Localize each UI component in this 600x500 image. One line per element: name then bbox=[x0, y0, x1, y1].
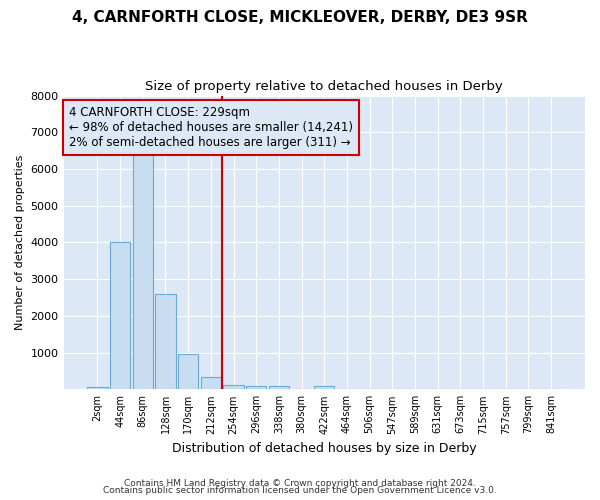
Bar bbox=[223, 385, 244, 390]
Text: Contains HM Land Registry data © Crown copyright and database right 2024.: Contains HM Land Registry data © Crown c… bbox=[124, 478, 476, 488]
Bar bbox=[200, 377, 221, 390]
Bar bbox=[87, 386, 107, 390]
Bar bbox=[133, 147, 153, 390]
Bar bbox=[314, 386, 334, 390]
Bar bbox=[155, 294, 176, 390]
Text: 4, CARNFORTH CLOSE, MICKLEOVER, DERBY, DE3 9SR: 4, CARNFORTH CLOSE, MICKLEOVER, DERBY, D… bbox=[72, 10, 528, 25]
Bar bbox=[110, 242, 130, 390]
X-axis label: Distribution of detached houses by size in Derby: Distribution of detached houses by size … bbox=[172, 442, 476, 455]
Bar bbox=[178, 354, 199, 390]
Bar bbox=[246, 386, 266, 390]
Title: Size of property relative to detached houses in Derby: Size of property relative to detached ho… bbox=[145, 80, 503, 93]
Y-axis label: Number of detached properties: Number of detached properties bbox=[15, 154, 25, 330]
Text: 4 CARNFORTH CLOSE: 229sqm
← 98% of detached houses are smaller (14,241)
2% of se: 4 CARNFORTH CLOSE: 229sqm ← 98% of detac… bbox=[69, 106, 353, 149]
Bar bbox=[269, 386, 289, 390]
Text: Contains public sector information licensed under the Open Government Licence v3: Contains public sector information licen… bbox=[103, 486, 497, 495]
